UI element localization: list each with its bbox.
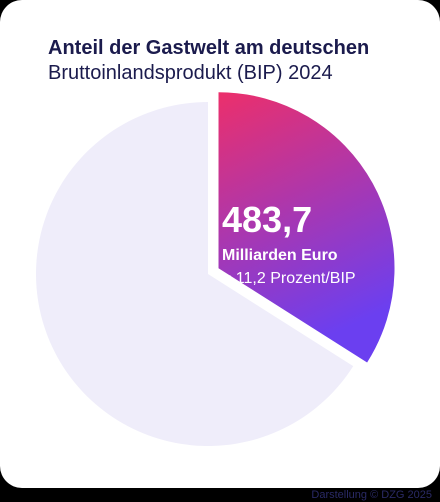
pie-slice xyxy=(35,102,354,446)
pie-slice xyxy=(218,92,395,363)
value-annotation: 483,7 xyxy=(222,199,312,240)
chart-title: Anteil der Gastwelt am deutschen xyxy=(48,37,369,59)
chart-subtitle: Bruttoinlandsprodukt (BIP) 2024 xyxy=(48,62,333,84)
ratio-annotation: = 11,2 Prozent/BIP xyxy=(222,270,356,287)
pie xyxy=(35,92,395,446)
source: Darstellung © DZG 2025 xyxy=(311,489,432,501)
unit-annotation: Milliarden Euro xyxy=(222,247,338,264)
